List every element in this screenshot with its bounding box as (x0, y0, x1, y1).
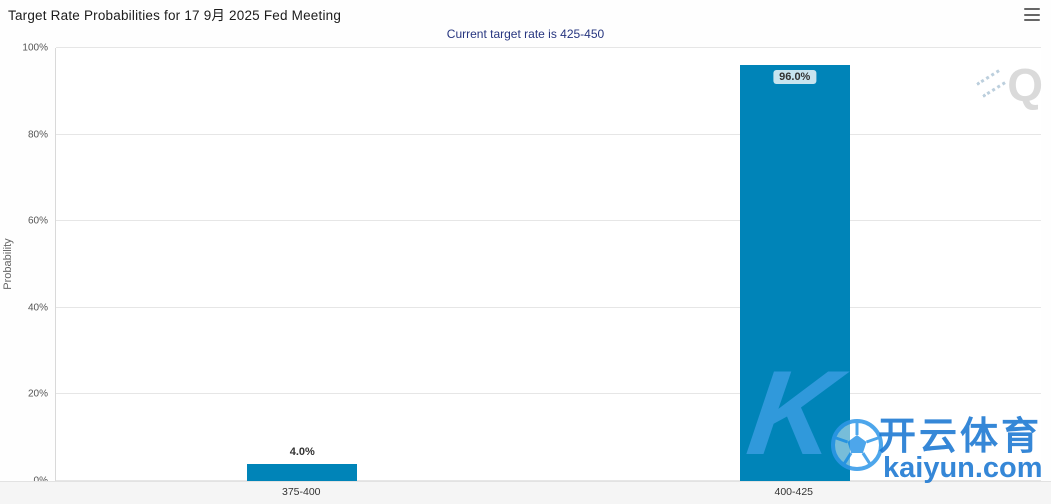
gridline (56, 306, 1041, 308)
plot-area: 4.0% 96.0% (55, 47, 1041, 482)
y-axis-ticks: 0%20%40%60%80%100% (0, 43, 51, 487)
hamburger-menu-icon[interactable] (1022, 6, 1042, 23)
q-logo-watermark: Q (976, 59, 1043, 111)
gridline (56, 47, 1041, 48)
chart-subtitle: Current target rate is 425-450 (446, 27, 605, 41)
menu-bar (1024, 13, 1040, 16)
bar-value-label: 4.0% (289, 445, 315, 458)
y-tick-label: 80% (27, 129, 48, 141)
x-tick-label: 400-425 (774, 486, 814, 498)
menu-bar (1024, 8, 1040, 10)
y-tick-label: 20% (27, 388, 48, 400)
gridline (56, 393, 1041, 395)
x-axis-labels: 375-400 400-425 (55, 483, 1040, 504)
gridline (56, 220, 1041, 222)
y-tick-label: 100% (22, 42, 48, 54)
y-tick-label: 40% (27, 302, 48, 314)
q-logo-letter: Q (1007, 59, 1043, 111)
bar-400-425[interactable]: 96.0% (739, 65, 850, 481)
menu-bar (1024, 19, 1040, 21)
bar-value-label: 96.0% (773, 70, 817, 85)
bar-375-400[interactable]: 4.0% (247, 446, 358, 481)
chart-title: Target Rate Probabilities for 17 9月 2025… (8, 8, 342, 23)
x-axis-strip (0, 481, 1051, 504)
x-tick-label: 375-400 (281, 486, 321, 498)
y-tick-label: 60% (27, 215, 48, 227)
gridline (56, 133, 1041, 135)
gridline (56, 480, 1041, 481)
